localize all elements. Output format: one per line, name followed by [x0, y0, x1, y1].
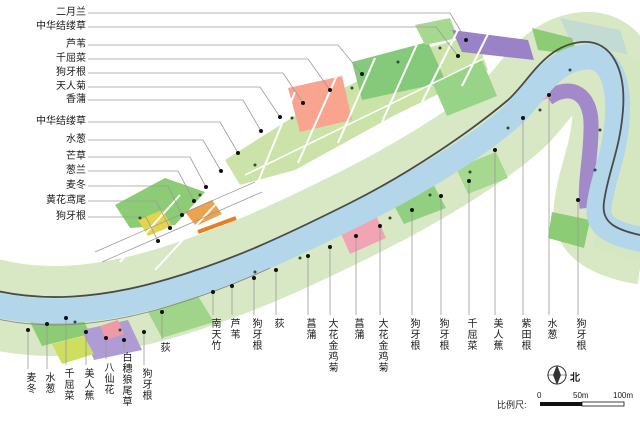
plant-label: 南天竹	[209, 318, 220, 351]
plant-label: 狗牙根	[56, 67, 86, 78]
tree-dots	[73, 46, 602, 332]
scale-bar	[540, 401, 625, 407]
planting-region	[532, 28, 578, 55]
plant-label: 水葱	[66, 134, 86, 145]
planting-region	[415, 18, 458, 45]
plant-label: 荻	[272, 318, 283, 329]
plant-label: 水葱	[43, 372, 54, 394]
plant-label: 大花金鸡菊	[326, 318, 337, 373]
planting-region	[543, 83, 599, 209]
plant-label: 芦苇	[228, 318, 239, 340]
plant-label: 狗牙根	[574, 318, 585, 351]
planting-region	[390, 182, 446, 224]
plant-label: 狗牙根	[140, 368, 151, 401]
plant-label: 美人蕉	[82, 368, 93, 401]
plant-label: 天人菊	[56, 81, 86, 92]
planting-region	[82, 320, 142, 360]
scale-tick: 50m	[573, 391, 589, 400]
plant-label: 菖蒲	[304, 318, 315, 340]
plant-label: 麦冬	[66, 180, 86, 191]
south-bank-line	[0, 267, 271, 326]
planting-region	[548, 212, 590, 248]
plant-label: 麦冬	[24, 372, 35, 394]
plant-label: 美人蕉	[491, 318, 502, 351]
plant-label: 黄花鸢尾	[46, 195, 86, 206]
plant-label: 芒草	[66, 151, 86, 162]
planting-region	[352, 42, 446, 100]
label-dots	[26, 38, 580, 342]
riparian-corridor	[0, 12, 640, 356]
plant-label: 千屈菜	[56, 53, 86, 64]
plant-label: 葱兰	[66, 165, 86, 176]
footpaths	[119, 21, 495, 271]
plant-label: 八仙花	[102, 362, 113, 395]
planting-region	[100, 320, 124, 340]
planting-region	[432, 60, 497, 116]
planting-region	[560, 18, 628, 55]
plant-label: 二月兰	[56, 7, 86, 18]
planting-region	[288, 76, 352, 132]
plant-label: 中华结缕草	[36, 116, 86, 127]
plant-label: 白穗狼尾草	[120, 352, 131, 407]
north-label: 北	[570, 373, 580, 384]
plant-label: 狗牙根	[437, 318, 448, 351]
embankment-road	[0, 41, 640, 298]
plant-label: 香蒲	[66, 94, 86, 105]
plant-label: 中华结缕草	[36, 21, 86, 32]
scale-tick: 0	[537, 391, 542, 400]
planting-region	[452, 30, 534, 60]
planting-region	[197, 216, 237, 234]
leader-lines	[27, 12, 579, 369]
north-arrow-icon	[547, 365, 567, 385]
plant-label: 狗牙根	[56, 211, 86, 222]
plant-label: 芦苇	[66, 39, 86, 50]
fence-lines	[94, 181, 263, 263]
plant-label: 荻	[158, 342, 169, 353]
river	[0, 44, 640, 324]
plant-label: 水葱	[545, 318, 556, 340]
plant-label: 狗牙根	[408, 318, 419, 351]
plant-label: 千屈菜	[62, 368, 73, 401]
plant-label: 千屈菜	[465, 318, 476, 351]
plant-label: 菖蒲	[352, 318, 363, 340]
planting-region	[52, 336, 94, 364]
plant-label: 紫田根	[519, 318, 530, 351]
plant-label: 狗牙根	[250, 318, 261, 351]
planting-region	[148, 296, 214, 338]
scale-tick: 100m	[613, 391, 634, 400]
plant-label: 大花金鸡菊	[376, 318, 387, 373]
scale-bar-label: 比例尺:	[497, 400, 527, 410]
